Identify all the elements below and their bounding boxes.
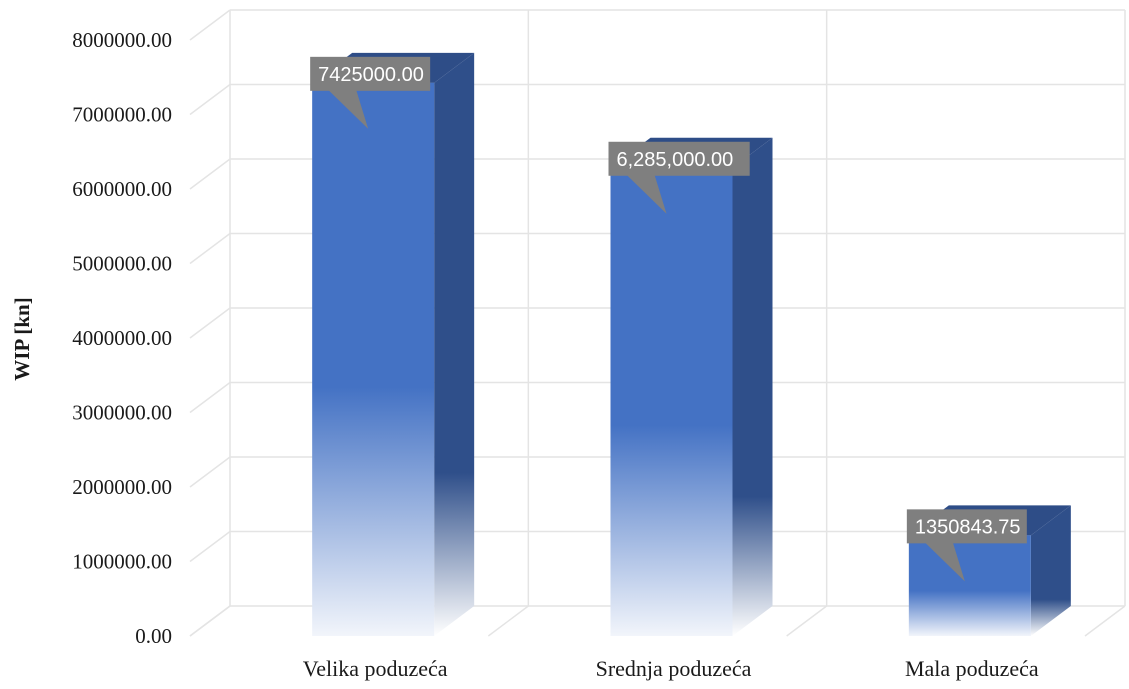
data-label: 6,285,000.00 <box>608 141 750 214</box>
data-label-pointer <box>924 542 965 582</box>
data-label-box <box>310 56 431 91</box>
x-axis-categories: Velika poduzeća Srednja poduzeća Mala podu… <box>303 656 1039 681</box>
y-tick-label: 2000000.00 <box>72 475 172 499</box>
data-label-box <box>906 509 1027 544</box>
y-tick-label: 8000000.00 <box>72 28 172 52</box>
y-tick-label: 3000000.00 <box>72 401 172 425</box>
y-axis-ticks: 0.00 1000000.00 2000000.00 3000000.00 400000… <box>72 28 172 648</box>
data-label: 7425000.00 <box>310 56 431 129</box>
bar-side <box>732 137 773 636</box>
data-label-text: 6,285,000.00 <box>617 149 734 171</box>
y-tick-label: 0.00 <box>135 624 172 648</box>
data-label-text: 7425000.00 <box>318 64 424 86</box>
data-label-text: 1350843.75 <box>915 516 1021 538</box>
y-tick-label: 1000000.00 <box>72 550 172 574</box>
y-tick-label: 6000000.00 <box>72 177 172 201</box>
y-axis-title: WIP [kn] <box>10 297 34 380</box>
x-category-label: Mala poduzeća <box>905 656 1039 681</box>
y-tick-label: 7000000.00 <box>72 103 172 127</box>
data-label-pointer <box>328 89 369 129</box>
bar-side <box>434 52 475 636</box>
data-labels: 7425000.00 6,285,000.00 1350843.75 <box>310 56 1027 582</box>
bar <box>312 52 475 636</box>
x-category-label: Velika poduzeća <box>303 656 448 681</box>
data-label: 1350843.75 <box>906 509 1027 582</box>
data-label-box <box>608 141 750 176</box>
bar <box>610 137 773 636</box>
bar-side <box>1030 505 1071 636</box>
data-label-pointer <box>626 174 667 214</box>
bars <box>312 52 1071 636</box>
y-tick-label: 5000000.00 <box>72 252 172 276</box>
x-category-label: Srednja poduzeća <box>596 656 752 681</box>
bar-front <box>610 167 733 636</box>
bar-front <box>908 535 1031 636</box>
bar-front <box>312 82 435 636</box>
y-tick-label: 4000000.00 <box>72 326 172 350</box>
